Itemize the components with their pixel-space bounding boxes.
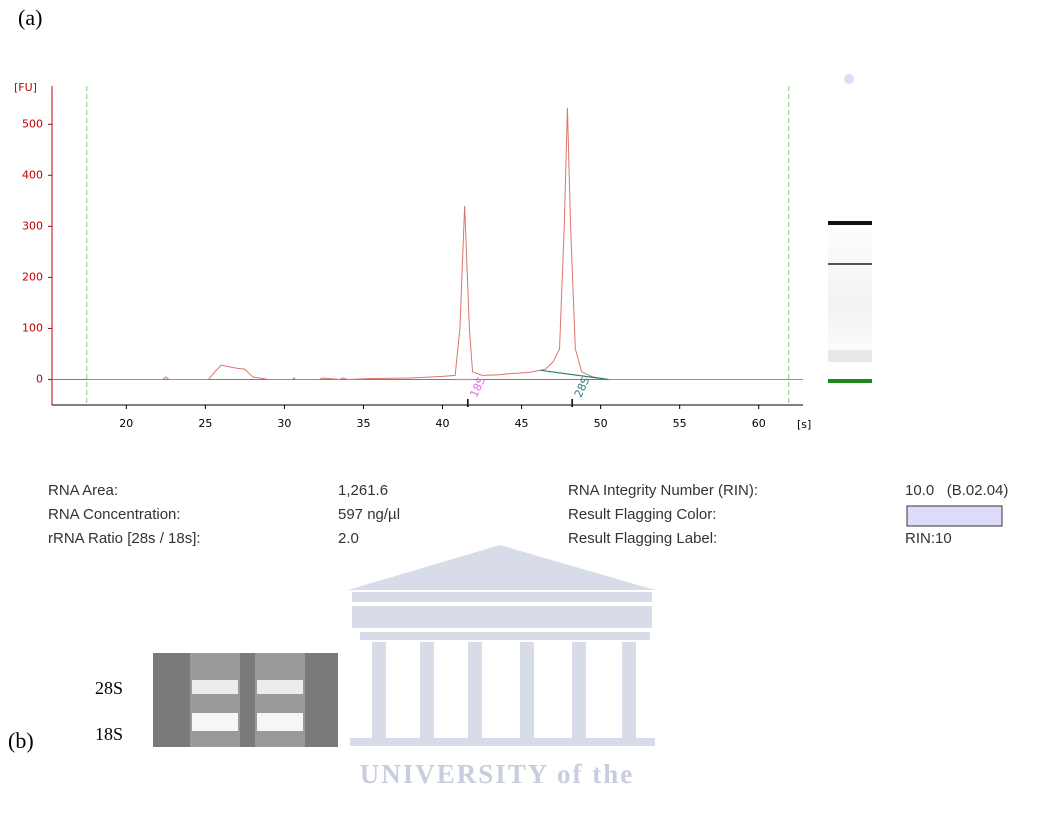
- y-tick-label: 200: [22, 270, 43, 283]
- gel-label: 18S: [95, 724, 123, 744]
- y-tick-label: 500: [22, 117, 43, 130]
- x-tick-label: 30: [277, 417, 291, 430]
- result-text: RNA Integrity Number (RIN):: [568, 482, 758, 499]
- gel-lane: [828, 212, 872, 383]
- result-text: RNA Area:: [48, 482, 118, 499]
- watermark: UNIVERSITY of the: [360, 759, 635, 789]
- x-tick-label: 60: [752, 417, 766, 430]
- y-tick-label: 0: [36, 372, 43, 385]
- x-tick-label: 25: [198, 417, 212, 430]
- result-text: Result Flagging Label:: [568, 530, 717, 547]
- y-axis-label: [FU]: [14, 81, 37, 94]
- x-axis-label: [s]: [797, 418, 811, 431]
- x-tick-label: 40: [436, 417, 450, 430]
- flag-dot: [844, 74, 854, 84]
- y-tick-label: 100: [22, 321, 43, 334]
- x-tick-label: 45: [515, 417, 529, 430]
- x-tick-label: 55: [673, 417, 687, 430]
- trace: [86, 107, 803, 380]
- peak-label: 28S: [572, 375, 593, 400]
- result-text: 10.0 (B.02.04): [905, 482, 1008, 499]
- flag-color-box: [906, 505, 1003, 527]
- x-tick-label: 20: [119, 417, 133, 430]
- peak-baseline: [540, 369, 609, 381]
- result-text: RNA Concentration:: [48, 506, 181, 523]
- watermark-building: [348, 545, 655, 746]
- gel-image: [153, 653, 338, 747]
- result-text: Result Flagging Color:: [568, 506, 716, 523]
- result-text: 597 ng/µl: [338, 506, 400, 523]
- x-tick-label: 50: [594, 417, 608, 430]
- panel-label: (b): [8, 728, 34, 753]
- x-tick-label: 35: [356, 417, 370, 430]
- result-text: rRNA Ratio [28s / 18s]:: [48, 530, 201, 547]
- y-tick-label: 300: [22, 219, 43, 232]
- result-text: 2.0: [338, 530, 359, 547]
- peak-label: 18S: [467, 375, 488, 400]
- y-tick-label: 400: [22, 168, 43, 181]
- gel-label: 28S: [95, 678, 123, 698]
- result-text: RIN:10: [905, 530, 952, 547]
- result-text: 1,261.6: [338, 482, 388, 499]
- panel-label: (a): [18, 5, 42, 30]
